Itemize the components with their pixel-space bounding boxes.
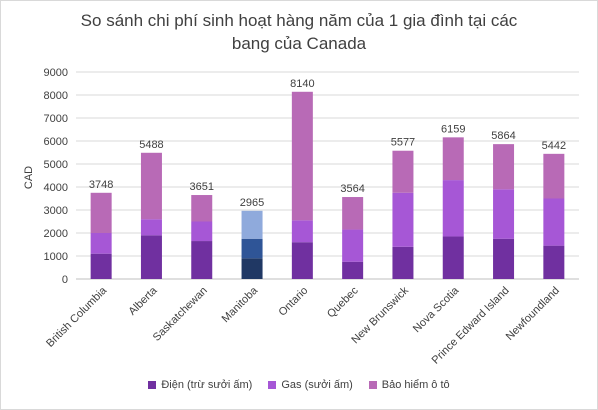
chart-title-line-1: So sánh chi phí sinh hoạt hàng năm của 1… (80, 11, 518, 30)
x-tick-label: Quebec (325, 284, 361, 320)
data-label: 5442 (542, 140, 566, 152)
data-label: 5488 (139, 139, 163, 151)
x-tick-label: Newfoundland (504, 285, 562, 343)
bar-segment (291, 242, 313, 279)
y-tick-label: 4000 (44, 182, 68, 194)
legend-label: Gas (sưởi ấm) (281, 379, 353, 392)
y-tick-label: 7000 (44, 113, 68, 125)
legend-entry: Gas (sưởi ấm) (268, 379, 353, 392)
legend-entry: Điện (trừ sưởi ấm) (148, 379, 252, 391)
data-label: 3651 (190, 181, 214, 193)
data-label: 3564 (340, 183, 364, 195)
y-tick-label: 2000 (44, 228, 68, 240)
bar-segment (342, 261, 364, 279)
bar-segment (392, 246, 414, 279)
bar-segment (241, 258, 263, 279)
y-tick-label: 1000 (44, 251, 68, 263)
bar-segment (191, 195, 213, 222)
bar-segment (140, 152, 162, 220)
bar-segment (90, 233, 112, 254)
bar-segment (392, 192, 414, 247)
bar-segment (543, 198, 565, 246)
bar-segment (241, 238, 263, 259)
y-tick-label: 9000 (44, 67, 68, 79)
x-tick-label: Manitoba (220, 284, 261, 325)
legend-label: Bảo hiểm ô tô (381, 379, 450, 392)
data-label: 2965 (240, 197, 264, 209)
bar-segment (241, 210, 263, 239)
bar-segment (442, 180, 464, 237)
legend-swatch (268, 381, 277, 390)
bar-segment (140, 219, 162, 236)
bar-segment (493, 189, 515, 239)
y-tick-label: 8000 (44, 90, 68, 102)
legend-entry: Bảo hiểm ô tô (368, 379, 450, 392)
x-tick-label: Saskatchewan (151, 285, 210, 344)
bar-segment (140, 235, 162, 279)
data-label: 5577 (391, 137, 415, 149)
legend-swatch (148, 381, 157, 390)
x-tick-label: Nova Scotia (411, 284, 462, 335)
data-label: 6159 (441, 123, 465, 135)
bar-segment (291, 220, 313, 243)
bar-segment (493, 144, 515, 190)
bar-segment (191, 221, 213, 242)
x-tick-label: Alberta (126, 284, 160, 318)
bar-segment (342, 229, 364, 262)
y-tick-label: 0 (62, 274, 68, 286)
bar-segment (90, 253, 112, 279)
bar-segment (543, 245, 565, 279)
chart-title-line-2: bang của Canada (231, 34, 367, 53)
bar-segment (392, 150, 414, 193)
chart-title: So sánh chi phí sinh hoạt hàng năm của 1… (1, 9, 597, 55)
bar-segment (493, 238, 515, 279)
data-label: 3748 (89, 179, 113, 191)
legend-label: Điện (trừ sưởi ấm) (161, 379, 253, 392)
legend: Điện (trừ sưởi ấm) Gas (sưởi ấm) Bảo hiểm … (1, 379, 597, 391)
x-tick-label: British Columbia (44, 284, 110, 350)
bar-segment (90, 192, 112, 233)
data-label: 5864 (491, 130, 515, 142)
y-axis-label: CAD (23, 166, 35, 189)
y-tick-label: 5000 (44, 159, 68, 171)
bar-segment (543, 153, 565, 199)
y-tick-label: 3000 (44, 205, 68, 217)
data-label: 8140 (290, 78, 314, 90)
bar-segment (191, 241, 213, 279)
y-tick-label: 6000 (44, 136, 68, 148)
x-tick-label: Ontario (276, 285, 310, 319)
legend-swatch (368, 381, 377, 390)
bar-segment (342, 197, 364, 230)
bar-segment (442, 137, 464, 181)
bar-segment (442, 236, 464, 279)
bar-segment (291, 91, 313, 221)
